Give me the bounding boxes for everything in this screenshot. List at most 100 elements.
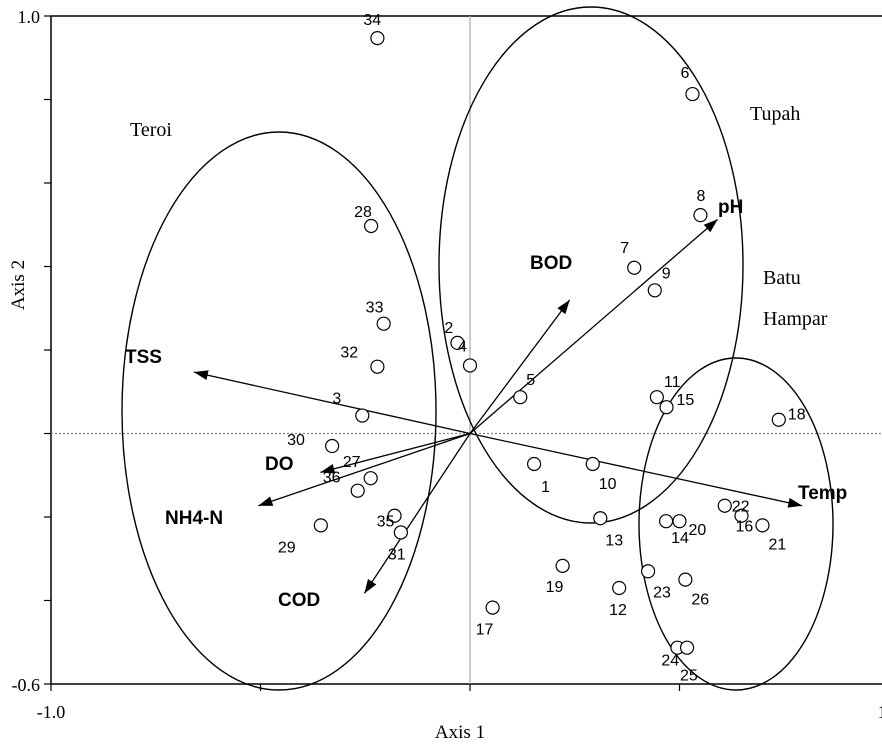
site-label-33: 33	[366, 300, 384, 317]
site-label-9: 9	[662, 265, 671, 282]
vector-label-cod: COD	[278, 590, 320, 611]
x-axis-label: Axis 1	[435, 722, 485, 743]
batu-hampar-ellipse	[638, 357, 834, 691]
site-label-11: 11	[664, 374, 681, 391]
site-point-6	[685, 86, 700, 102]
y-tick-label-1: -0.6	[12, 675, 41, 695]
site-point-12	[612, 580, 627, 596]
site-label-32: 32	[340, 345, 358, 362]
vector-arrowhead-tss	[193, 370, 209, 381]
site-label-4: 4	[458, 338, 467, 355]
vector-line-temp	[469, 432, 803, 507]
site-point-18	[771, 412, 786, 427]
vector-label-tss: TSS	[125, 347, 162, 368]
site-label-29: 29	[278, 539, 296, 556]
y-tick-label-0: 1.0	[18, 7, 41, 27]
group-label-batu-hampar-line-1: Batu	[763, 267, 801, 289]
vector-arrowhead-temp	[787, 497, 803, 508]
site-point-14	[658, 514, 674, 529]
site-label-15: 15	[677, 392, 695, 409]
site-label-28: 28	[354, 204, 372, 221]
site-label-25: 25	[680, 668, 698, 685]
site-point-9	[647, 283, 662, 298]
site-label-30: 30	[287, 432, 305, 449]
site-point-28	[364, 218, 379, 234]
site-label-5: 5	[526, 372, 535, 389]
vector-line-tss	[193, 371, 471, 435]
site-point-33	[376, 316, 391, 331]
site-point-34	[370, 31, 385, 46]
site-point-35	[387, 508, 402, 523]
site-point-7	[627, 260, 642, 275]
site-point-15	[659, 400, 674, 415]
vector-label-nh4-n: NH4-N	[165, 508, 223, 529]
group-label-batu-hampar-line-2: Hampar	[763, 308, 828, 330]
site-label-31: 31	[388, 546, 406, 563]
site-label-36: 36	[323, 470, 341, 487]
site-point-20	[672, 514, 687, 529]
group-label-teroi: Teroi	[130, 119, 172, 141]
vector-arrowhead-bod	[557, 299, 570, 315]
site-point-3	[355, 408, 370, 423]
axis-ticks: -1.0 1.0 1.0 -0.6	[12, 7, 882, 722]
site-point-30	[325, 438, 340, 454]
site-point-32	[370, 359, 385, 374]
site-label-18: 18	[788, 407, 806, 424]
vector-label-ph: pH	[718, 197, 743, 218]
site-point-2	[450, 335, 465, 351]
vector-line-cod	[363, 433, 471, 594]
site-label-21: 21	[768, 536, 786, 553]
group-labels: Teroi Tupah Batu Hampar	[130, 103, 828, 330]
site-point-31	[393, 525, 408, 540]
site-point-11	[649, 390, 664, 405]
vector-line-nh4-n	[258, 432, 471, 507]
x-tick-label-1: 1.0	[878, 702, 882, 722]
tupah-ellipse	[438, 6, 744, 524]
site-label-17: 17	[476, 622, 494, 639]
site-point-22	[717, 498, 732, 513]
site-point-19	[555, 558, 570, 573]
vector-arrowhead-ph	[703, 219, 718, 233]
site-point-21	[755, 518, 770, 533]
site-point-29	[313, 518, 328, 533]
site-label-10: 10	[599, 476, 617, 493]
vector-arrowhead-nh4-n	[258, 496, 274, 506]
site-label-34: 34	[363, 12, 381, 29]
site-label-8: 8	[696, 188, 705, 205]
site-label-1: 1	[541, 479, 550, 496]
site-point-17	[485, 600, 500, 615]
site-label-3: 3	[332, 391, 341, 408]
vector-arrowhead-do	[320, 463, 336, 474]
site-label-13: 13	[605, 532, 623, 549]
site-point-25	[679, 640, 695, 655]
site-point-36	[350, 483, 365, 498]
site-point-27	[363, 471, 378, 486]
y-axis-label: Axis 2	[8, 260, 29, 310]
site-label-20: 20	[689, 522, 707, 539]
site-label-14: 14	[671, 530, 689, 547]
site-label-16: 16	[736, 519, 754, 536]
site-point-10	[585, 456, 600, 472]
vector-label-bod: BOD	[530, 253, 572, 274]
group-label-tupah: Tupah	[750, 103, 800, 125]
site-point-8	[693, 208, 708, 223]
site-label-12: 12	[609, 602, 627, 619]
vector-label-temp: Temp	[798, 483, 847, 504]
vector-label-do: DO	[265, 454, 294, 475]
reference-lines	[51, 16, 882, 684]
site-label-6: 6	[680, 65, 689, 82]
site-point-23	[640, 564, 656, 579]
x-tick-label-0: -1.0	[37, 702, 66, 722]
site-label-23: 23	[653, 584, 671, 601]
teroi-ellipse	[121, 131, 437, 691]
site-label-24: 24	[661, 653, 679, 670]
group-ellipses	[121, 6, 834, 691]
site-point-13	[593, 511, 608, 526]
site-label-22: 22	[732, 499, 750, 516]
vector-line-do	[320, 432, 471, 473]
site-label-35: 35	[377, 514, 395, 531]
environment-vectors: pH BOD TSS DO NH4-N COD Temp	[125, 197, 847, 611]
site-label-2: 2	[444, 320, 453, 337]
